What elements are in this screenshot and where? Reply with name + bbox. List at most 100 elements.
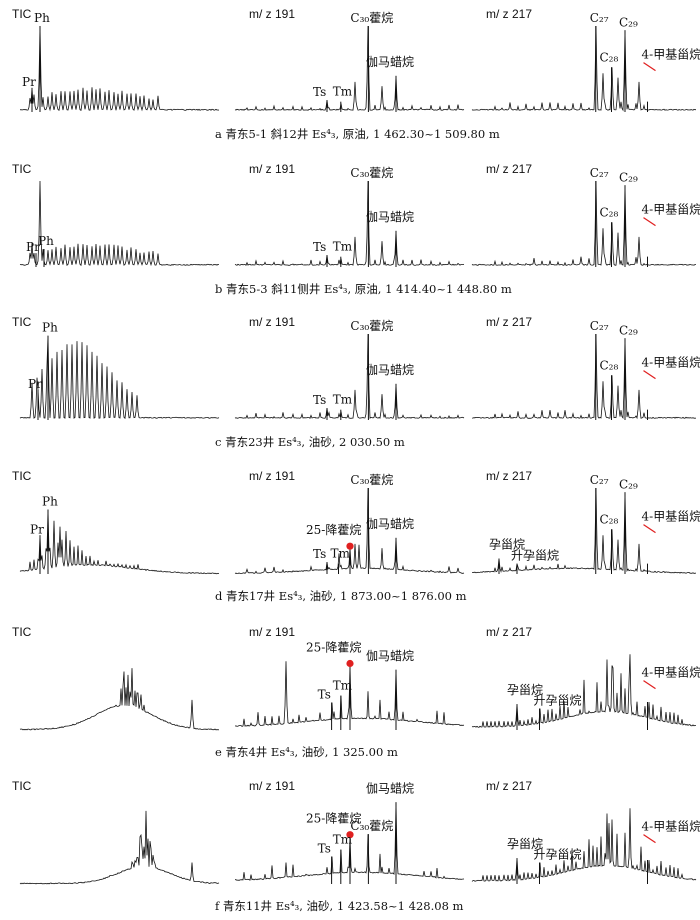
peak-label: Ts (318, 687, 331, 701)
chromatogram-panel: C₂₇ C₂₈ C₂₉ 4-甲基甾烷 m/ z 217 (471, 162, 700, 267)
peak-label: Pr (30, 522, 44, 536)
trace-line (472, 487, 697, 574)
peak-label: 伽马蜡烷 (366, 516, 414, 531)
row-caption: d 青东17井 Es⁴₃, 油砂, 1 873.00~1 876.00 m (215, 589, 467, 603)
peak-label: 升孕甾烷 (534, 848, 582, 862)
panel-title: TIC (12, 7, 32, 21)
peak-label: Ph (38, 234, 54, 248)
panel-title: TIC (12, 315, 32, 329)
peak-label: C₂₇ (590, 319, 609, 333)
panel-title: m/ z 217 (486, 779, 532, 793)
peak-label: Tm (333, 85, 353, 99)
peak-label: C₃₀藿烷 (350, 319, 393, 333)
peak-label: C₂₈ (600, 512, 619, 526)
trace-line (234, 333, 465, 419)
row-caption: a 青东5-1 斜12井 Es⁴₃, 原油, 1 462.30~1 509.80… (215, 127, 500, 141)
peak-label: C₂₇ (590, 11, 609, 25)
peak-label: Ts (318, 841, 331, 855)
trace-line (19, 668, 220, 731)
peak-label: Ph (42, 321, 58, 335)
row-caption: e 青东4井 Es⁴₃, 油砂, 1 325.00 m (215, 745, 398, 759)
peak-label: 4-甲基甾烷 (642, 666, 700, 680)
peak-label: C₃₀藿烷 (350, 166, 393, 180)
peak-label: Tm (333, 679, 353, 693)
callout-line (643, 370, 656, 380)
trace-line (234, 180, 465, 266)
callout-line (643, 834, 656, 844)
peak-label: Tm (333, 393, 353, 407)
trace-line (234, 25, 465, 111)
chromatogram-panel: C₃₀藿烷 Ts Tm 伽马蜡烷 m/ z 191 (234, 315, 465, 420)
peak-label: Ts (313, 547, 326, 561)
peak-label: 25-降藿烷 (306, 523, 361, 537)
trace-line (19, 25, 220, 112)
peak-label: C₃₀藿烷 (350, 819, 393, 833)
chromatogram-panel: Ph Pr TIC (12, 315, 220, 420)
panel-title: m/ z 217 (486, 162, 532, 176)
peak-label: Tm (333, 833, 353, 847)
panel-title: m/ z 217 (486, 315, 532, 329)
peak-label: 孕甾烷 (507, 837, 543, 851)
peak-label: C₃₀藿烷 (350, 11, 393, 25)
marker-dot (346, 542, 354, 550)
peak-label: 4-甲基甾烷 (642, 356, 700, 370)
peak-label: 伽马蜡烷 (366, 54, 414, 69)
peak-label: C₂₉ (619, 323, 638, 337)
peak-label: C₂₉ (619, 170, 638, 184)
trace-line (19, 810, 220, 885)
peak-label: Ph (34, 11, 50, 25)
panel-title: m/ z 217 (486, 469, 532, 483)
trace-line (471, 333, 697, 420)
panel-title: m/ z 191 (249, 625, 295, 639)
peak-label: C₂₈ (600, 50, 619, 64)
peak-label: Ts (313, 240, 326, 254)
row-caption: f 青东11井 Es⁴₃, 油砂, 1 423.58~1 428.08 m (215, 899, 464, 913)
peak-label: C₂₈ (600, 358, 619, 372)
chromatogram-panel: TIC (12, 625, 220, 731)
peak-label: 孕甾烷 (507, 683, 543, 697)
peak-label: 25-降藿烷 (306, 812, 361, 826)
peak-label: Ts (313, 85, 326, 99)
panel-title: m/ z 191 (249, 469, 295, 483)
trace-line (19, 335, 220, 420)
callout-line (643, 62, 656, 72)
marker-dot (346, 831, 354, 839)
trace-line (471, 25, 696, 112)
peak-label: Pr (22, 75, 36, 89)
peak-label: 升孕甾烷 (511, 549, 559, 563)
peak-label: Tm (333, 240, 353, 254)
peak-label: 4-甲基甾烷 (642, 820, 700, 834)
peak-label: C₂₇ (590, 166, 609, 180)
panel-title: m/ z 217 (486, 625, 532, 639)
peak-label: Pr (28, 377, 42, 391)
peak-label: 4-甲基甾烷 (642, 510, 700, 524)
peak-label: 升孕甾烷 (534, 694, 582, 708)
peak-label: Ph (42, 495, 58, 509)
peak-label: C₂₉ (619, 15, 638, 29)
peak-label: 伽马蜡烷 (366, 209, 414, 224)
peak-label: 伽马蜡烷 (366, 648, 414, 663)
peak-label: C₂₈ (600, 205, 619, 219)
callout-line (643, 680, 656, 690)
panel-title: m/ z 217 (486, 7, 532, 21)
peak-label: 孕甾烷 (489, 538, 525, 552)
trace-line (19, 509, 220, 575)
chromatogram-panel: C₂₇ C₂₈ C₂₉ 4-甲基甾烷 m/ z 217 (471, 315, 700, 420)
peak-label: 25-降藿烷 (306, 641, 361, 655)
peak-label: 伽马蜡烷 (366, 362, 414, 377)
peak-label: Tm (331, 547, 351, 561)
peak-label: 4-甲基甾烷 (642, 48, 700, 62)
panel-title: m/ z 191 (249, 7, 295, 21)
chromatogram-panel: C₃₀藿烷 Ts Tm 伽马蜡烷 m/ z 191 (234, 162, 465, 267)
peak-label: 4-甲基甾烷 (642, 203, 700, 217)
panel-title: m/ z 191 (249, 315, 295, 329)
trace-line (471, 654, 697, 728)
